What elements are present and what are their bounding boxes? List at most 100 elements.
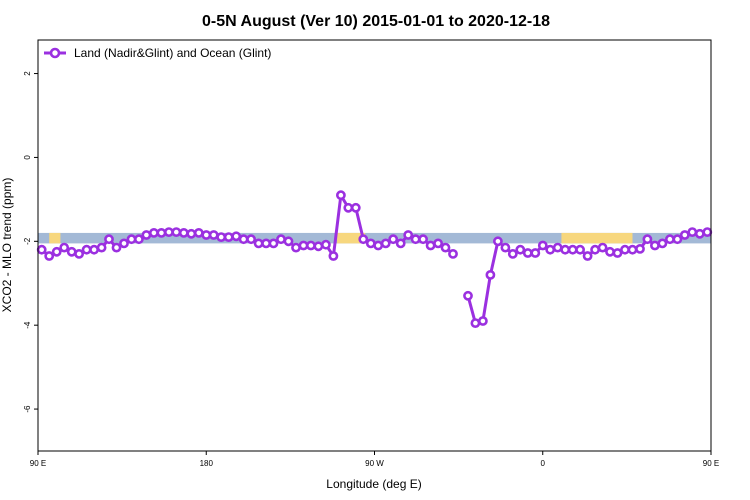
x-tick-label-0: 90 E [30,459,46,468]
data-point-0-5 [74,248,84,259]
data-point-0-16 [156,227,167,238]
data-point-1-22 [627,244,638,255]
data-point-0-50 [410,234,421,245]
data-point-1-29 [679,230,690,240]
data-point-0-18 [171,227,182,237]
data-point-1-31 [694,228,705,239]
data-point-1-24 [642,234,653,245]
legend: Land (Nadir&Glint) and Ocean (Glint) [44,46,271,60]
data-point-0-47 [388,234,399,245]
data-point-1-18 [597,242,608,253]
data-point-0-42 [350,202,361,213]
data-point-0-2 [51,246,62,257]
band-layer [38,232,711,244]
data-point-0-27 [238,234,249,245]
data-point-1-12 [552,242,563,253]
data-point-0-52 [425,240,436,251]
data-point-1-10 [537,240,548,251]
data-point-0-23 [208,230,219,240]
data-point-1-13 [560,244,571,255]
data-point-1-26 [657,238,668,249]
data-point-0-10 [111,242,122,253]
band-highlight-2 [561,232,633,244]
x-tick-label-1: 180 [200,459,214,468]
band-highlight-1 [337,232,366,244]
data-point-0-45 [373,240,384,251]
data-point-0-29 [253,238,264,249]
data-point-0-48 [395,238,406,249]
data-point-1-6 [507,248,518,259]
data-point-0-34 [291,242,301,253]
data-point-1-16 [582,251,593,261]
data-point-1-23 [635,243,645,254]
x-tick-label-3: 0 [541,459,546,468]
data-point-0-32 [276,234,286,245]
data-point-1-15 [575,244,585,255]
data-point-0-14 [141,230,152,240]
data-point-1-28 [672,234,683,245]
data-point-1-9 [530,248,541,258]
y-axis-label: XCO2 - MLO trend (ppm) [0,178,14,313]
data-point-0-13 [133,234,144,245]
y-tick-label-4: -6 [23,405,32,413]
data-point-0-28 [246,234,256,245]
data-point-0-51 [418,234,428,245]
data-point-1-3 [485,269,496,280]
data-point-1-20 [612,248,623,258]
data-point-1-25 [650,240,660,251]
data-point-1-17 [590,244,600,255]
data-point-0-49 [403,230,414,240]
data-point-0-43 [358,234,369,245]
y-axis-ticks: 2 0 -2 -4 -6 [23,71,38,413]
data-point-0-46 [380,238,391,249]
data-point-1-11 [545,244,556,255]
data-point-0-8 [96,242,107,253]
data-point-0-37 [313,241,324,252]
data-point-1-0 [463,290,473,301]
reference-band [38,232,711,244]
data-point-0-21 [193,227,204,238]
data-point-0-53 [433,238,443,249]
data-point-0-25 [223,232,234,242]
data-point-1-1 [470,318,481,328]
x-tick-label-2: 90 W [365,459,384,468]
data-point-0-15 [148,227,159,238]
data-point-0-1 [44,251,55,261]
data-point-1-2 [477,316,488,326]
x-axis-label: Longitude (deg E) [326,477,421,491]
data-point-0-31 [268,238,279,249]
series-layer [36,190,713,328]
data-point-0-7 [89,244,99,255]
data-point-0-6 [81,244,92,255]
y-tick-label-1: 0 [23,155,32,160]
chart-title: 0-5N August (Ver 10) 2015-01-01 to 2020-… [202,13,550,30]
y-tick-label-2: -2 [23,237,32,245]
data-point-1-19 [605,246,615,257]
y-tick-label-3: -4 [23,321,32,329]
data-point-0-9 [104,234,114,245]
data-point-0-19 [178,227,189,238]
data-point-0-3 [59,242,70,253]
data-point-0-39 [328,251,339,261]
data-point-1-5 [500,242,511,253]
legend-marker [49,47,61,59]
legend-label: Land (Nadir&Glint) and Ocean (Glint) [74,46,271,60]
data-point-1-8 [522,248,533,258]
data-point-0-41 [343,202,354,213]
x-axis-ticks: 90 E 180 90 W 0 90 E [30,451,719,468]
data-point-0-33 [283,236,294,247]
data-point-1-27 [665,234,675,245]
data-point-0-36 [305,240,316,251]
data-point-1-32 [702,227,713,237]
data-point-0-40 [335,190,346,201]
data-point-0-54 [440,242,451,253]
y-tick-label-0: 2 [23,71,32,76]
data-point-1-7 [515,244,526,255]
data-point-0-55 [448,248,458,259]
data-point-0-0 [36,244,47,255]
data-point-0-38 [320,239,331,250]
data-point-1-30 [687,227,698,237]
data-point-0-24 [216,232,227,242]
data-point-0-11 [119,238,129,249]
